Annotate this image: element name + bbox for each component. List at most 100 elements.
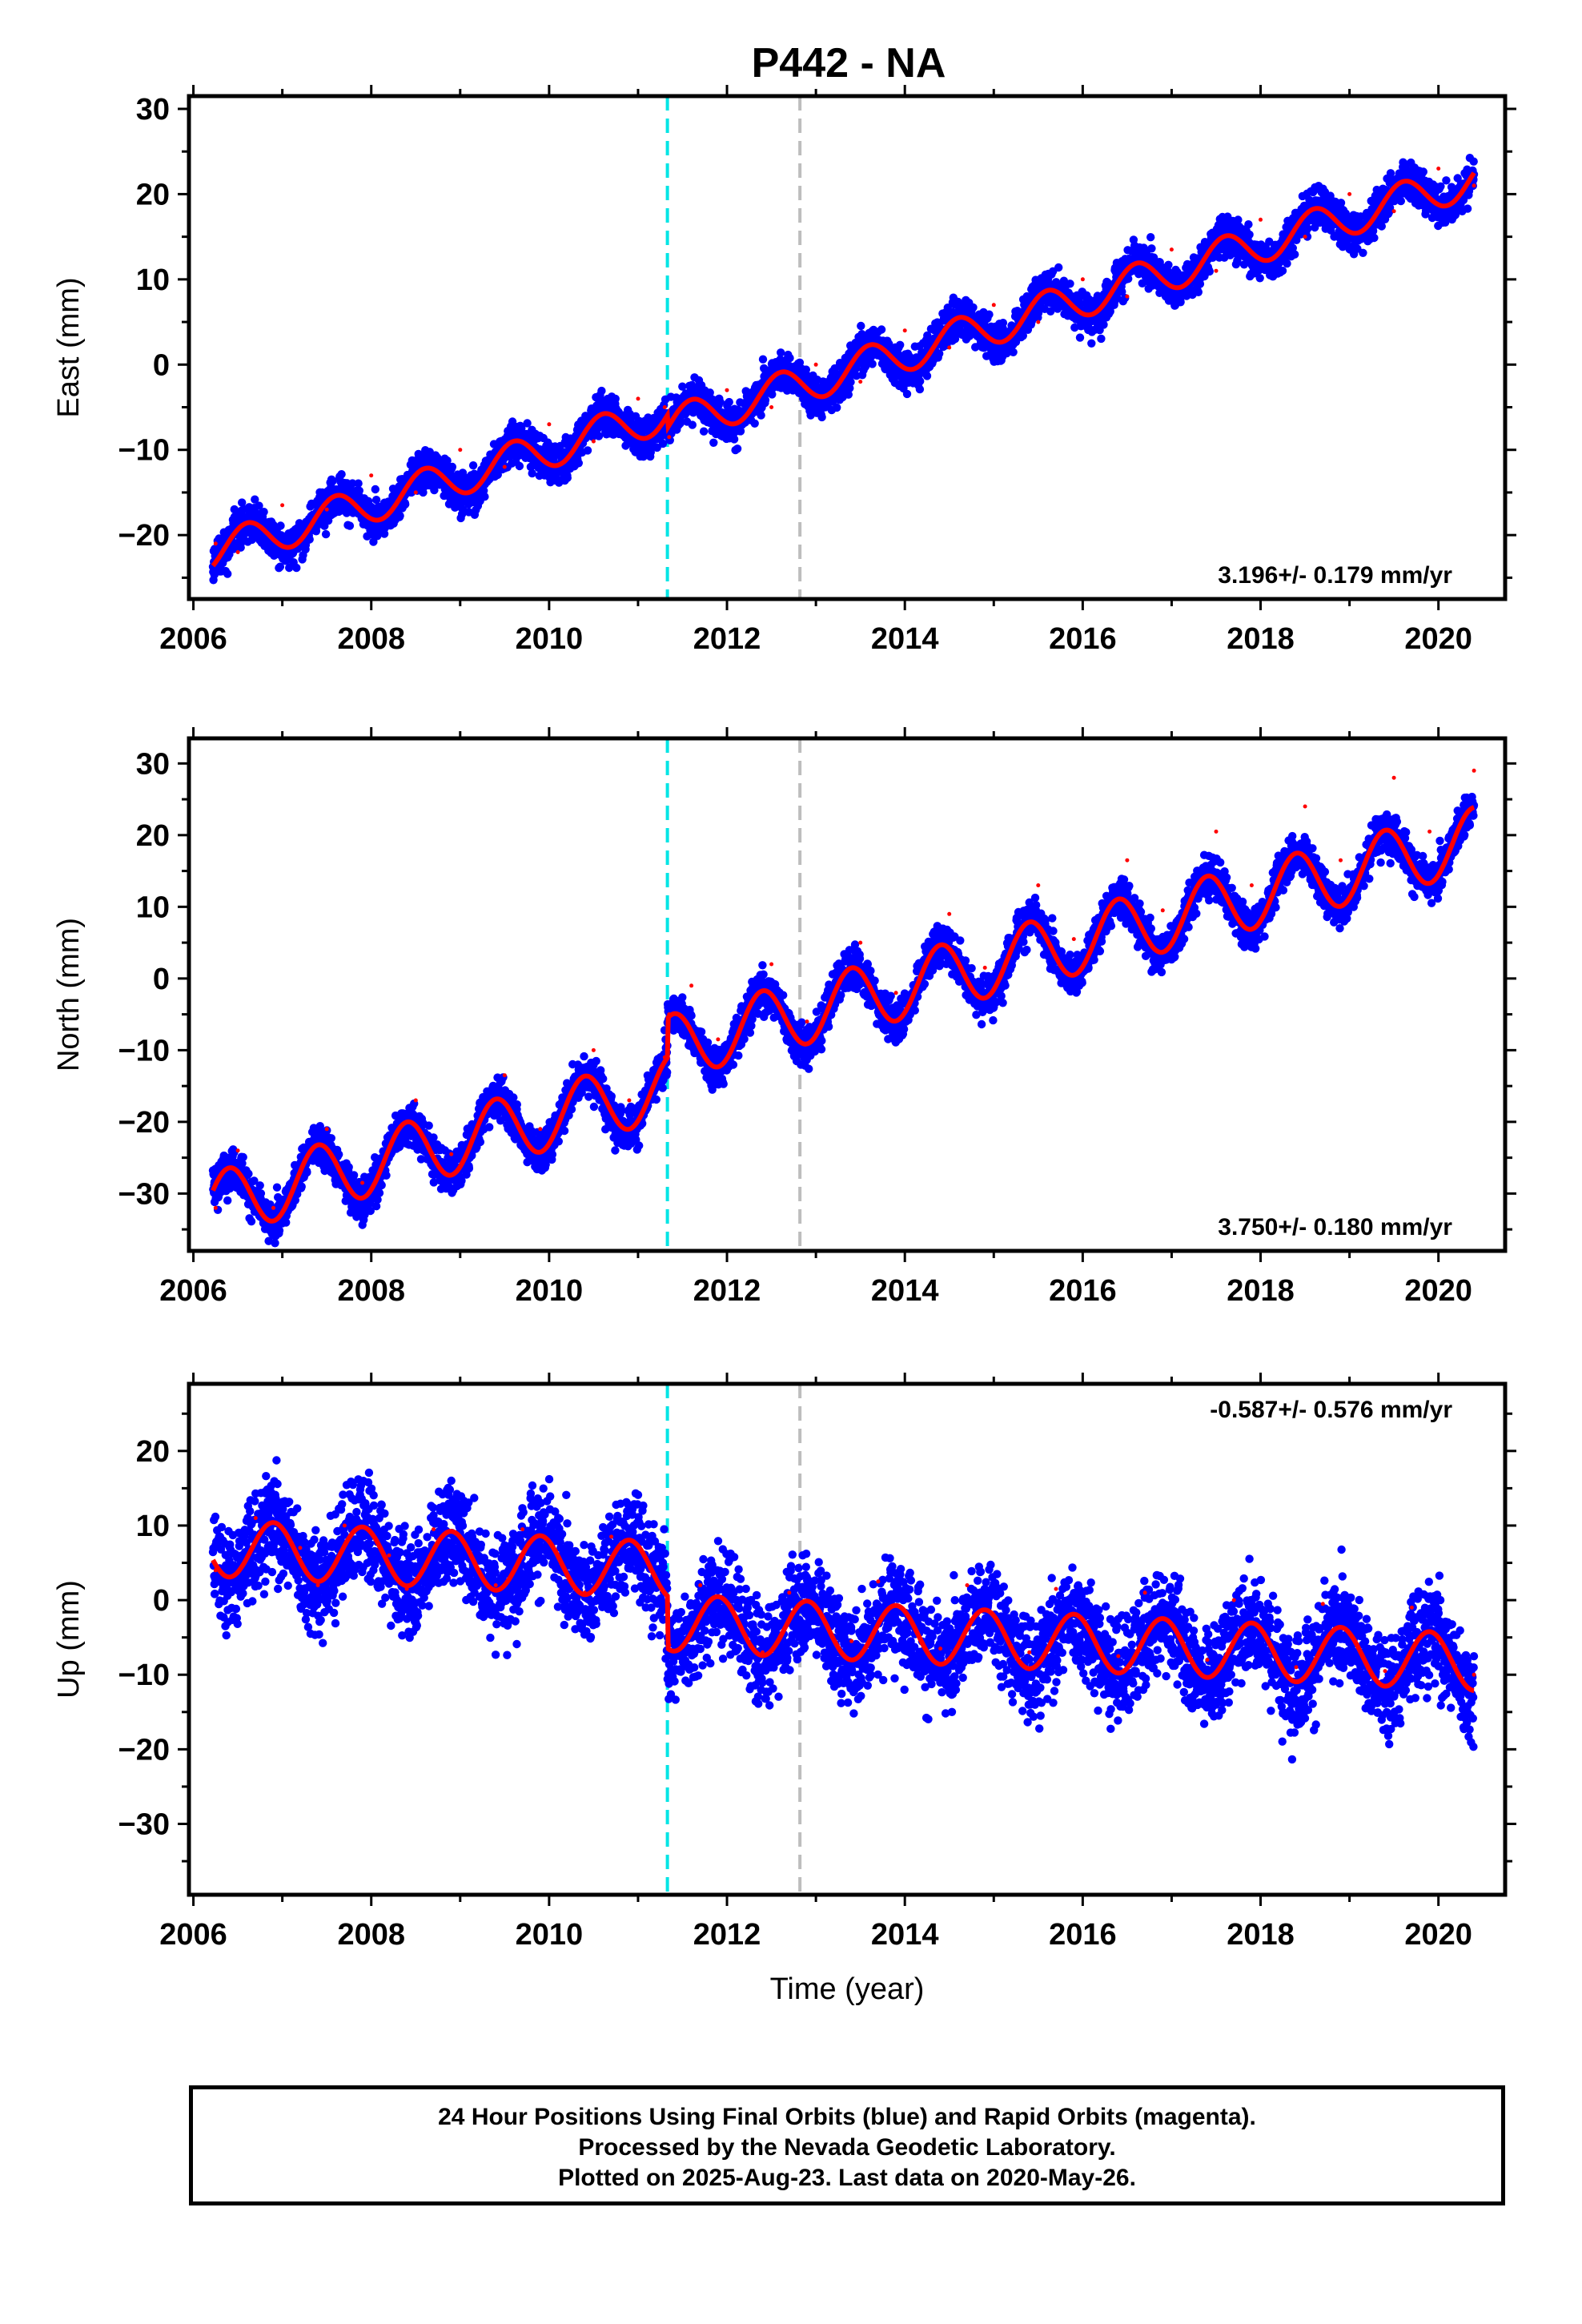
data-point: [1146, 233, 1155, 242]
data-point: [430, 485, 439, 495]
data-point: [515, 461, 524, 471]
data-point: [321, 529, 331, 539]
model-point: [947, 345, 952, 350]
x-tick-label: 2008: [337, 622, 405, 656]
model-point: [235, 550, 240, 554]
data-point: [985, 310, 994, 319]
data-point: [1396, 196, 1406, 206]
model-point: [547, 422, 552, 427]
y-tick-label: 10: [136, 263, 170, 297]
data-point: [292, 563, 301, 573]
model-point: [1472, 183, 1476, 188]
data-point: [348, 479, 357, 488]
x-tick-label: 2020: [1404, 622, 1472, 656]
data-point: [1195, 279, 1205, 288]
data-point: [396, 511, 404, 521]
data-point: [658, 439, 668, 448]
model-point: [1436, 167, 1441, 171]
data-point: [305, 535, 314, 544]
east-panel: 2006 2008 2010 2012 2014 2016 2018 2020−20−1001…: [52, 85, 1516, 656]
data-point: [1244, 220, 1253, 229]
y-tick-label: 0: [153, 348, 170, 382]
data-point: [877, 325, 886, 334]
data-point: [1066, 279, 1074, 288]
data-point: [275, 562, 285, 571]
data-point: [371, 496, 381, 505]
data-point: [777, 348, 785, 357]
model-point: [1391, 209, 1396, 214]
data-point: [1442, 176, 1451, 185]
data-point: [916, 376, 925, 386]
data-point: [528, 468, 536, 478]
data-point: [676, 419, 685, 428]
y-tick-label: −20: [118, 519, 170, 553]
data-point: [354, 479, 363, 488]
data-point: [868, 360, 877, 368]
data-point: [1283, 259, 1291, 268]
data-point: [998, 319, 1008, 328]
data-point: [345, 521, 355, 530]
data-point: [646, 448, 655, 456]
model-point: [902, 328, 907, 333]
model-point: [1259, 217, 1263, 222]
data-point: [758, 355, 768, 364]
data-point: [597, 386, 606, 396]
data-point: [508, 417, 517, 426]
data-point: [785, 353, 794, 363]
data-point: [563, 473, 572, 482]
data-point: [736, 427, 745, 436]
data-point: [238, 498, 247, 507]
model-point: [413, 490, 418, 495]
model-point: [324, 507, 329, 512]
model-point: [502, 464, 507, 469]
data-point: [1164, 260, 1173, 269]
model-point: [813, 362, 818, 367]
data-point: [223, 569, 232, 578]
data-point: [611, 394, 620, 404]
data-point: [915, 384, 925, 394]
model-point: [1080, 277, 1085, 282]
data-point: [716, 397, 725, 407]
x-tick-label: 2010: [516, 622, 584, 656]
model-point: [769, 405, 774, 409]
data-point: [468, 461, 478, 470]
model-point: [591, 439, 596, 444]
data-point: [1087, 339, 1096, 348]
data-point: [517, 424, 526, 433]
data-point: [817, 412, 826, 422]
data-point: [969, 303, 978, 312]
data-point: [337, 470, 346, 479]
x-tick-label: 2006: [159, 622, 227, 656]
data-point: [1009, 348, 1018, 356]
model-point: [1303, 235, 1307, 239]
model-point: [1125, 294, 1130, 299]
x-tick-label: 2018: [1227, 622, 1295, 656]
data-point: [355, 486, 363, 495]
data-point: [311, 527, 321, 536]
model-point: [1214, 268, 1219, 273]
data-point: [259, 508, 268, 517]
data-point: [371, 485, 379, 494]
data-point: [709, 438, 718, 447]
data-point: [1469, 157, 1478, 166]
data-point: [725, 397, 733, 407]
data-point: [1205, 267, 1215, 276]
model-point: [280, 503, 285, 508]
data-point: [729, 435, 739, 444]
data-point: [757, 411, 765, 420]
y-axis-label: East (mm): [52, 277, 86, 417]
data-point: [705, 388, 714, 397]
data-point: [652, 443, 661, 452]
x-tick-label: 2012: [693, 622, 761, 656]
data-point: [251, 495, 259, 504]
data-point: [1336, 199, 1346, 207]
data-point: [1255, 274, 1264, 283]
data-point: [369, 537, 378, 546]
data-point: [1359, 248, 1367, 257]
data-point: [833, 403, 841, 412]
model-point: [369, 473, 374, 478]
data-point: [223, 1196, 232, 1205]
data-point: [1291, 250, 1299, 259]
data-point: [523, 419, 532, 428]
data-point: [448, 462, 457, 472]
